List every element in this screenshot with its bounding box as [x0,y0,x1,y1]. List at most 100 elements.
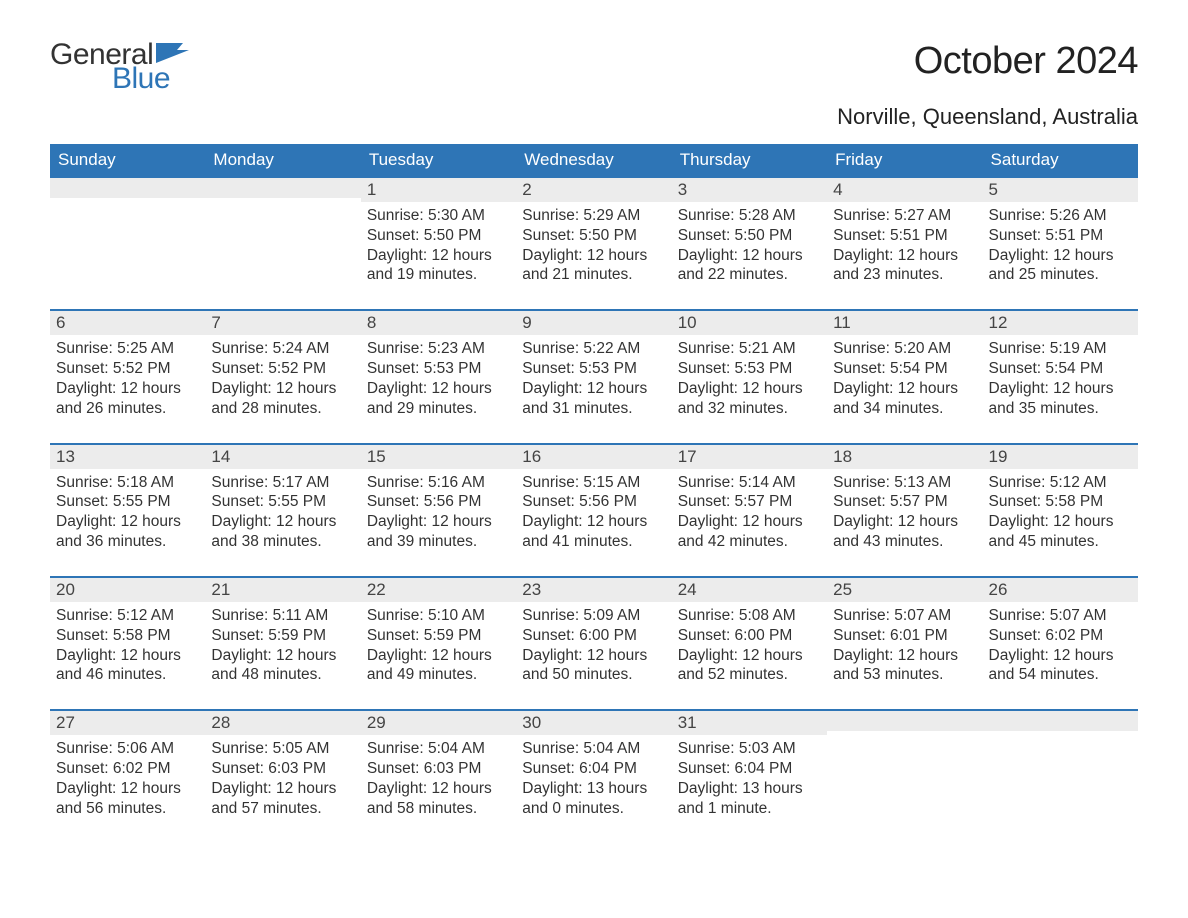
calendar-day-cell: 21Sunrise: 5:11 AMSunset: 5:59 PMDayligh… [205,576,360,709]
calendar-day-cell: 15Sunrise: 5:16 AMSunset: 5:56 PMDayligh… [361,443,516,576]
daylight-line1: Daylight: 13 hours [678,779,821,799]
day-header: Monday [205,144,360,176]
sunset-line: Sunset: 5:54 PM [833,359,976,379]
day-number-bar: 23 [516,576,671,602]
sunrise-line: Sunrise: 5:06 AM [56,739,199,759]
daylight-line1: Daylight: 12 hours [833,646,976,666]
day-body: Sunrise: 5:16 AMSunset: 5:56 PMDaylight:… [361,469,516,576]
daylight-line1: Daylight: 12 hours [833,379,976,399]
day-body: Sunrise: 5:11 AMSunset: 5:59 PMDaylight:… [205,602,360,709]
calendar-day-cell: 4Sunrise: 5:27 AMSunset: 5:51 PMDaylight… [827,176,982,309]
calendar-day-cell: 25Sunrise: 5:07 AMSunset: 6:01 PMDayligh… [827,576,982,709]
day-body: Sunrise: 5:22 AMSunset: 5:53 PMDaylight:… [516,335,671,442]
calendar-day-cell: 27Sunrise: 5:06 AMSunset: 6:02 PMDayligh… [50,709,205,842]
sunset-line: Sunset: 6:02 PM [56,759,199,779]
page-title: October 2024 [914,40,1138,83]
sunrise-line: Sunrise: 5:12 AM [989,473,1132,493]
day-body: Sunrise: 5:29 AMSunset: 5:50 PMDaylight:… [516,202,671,309]
sunrise-line: Sunrise: 5:19 AM [989,339,1132,359]
calendar-day-cell: 5Sunrise: 5:26 AMSunset: 5:51 PMDaylight… [983,176,1138,309]
day-header: Wednesday [516,144,671,176]
day-number-bar: 29 [361,709,516,735]
day-number-bar: 27 [50,709,205,735]
sunrise-line: Sunrise: 5:08 AM [678,606,821,626]
daylight-line1: Daylight: 12 hours [522,379,665,399]
day-body: Sunrise: 5:28 AMSunset: 5:50 PMDaylight:… [672,202,827,309]
sunrise-line: Sunrise: 5:16 AM [367,473,510,493]
sunrise-line: Sunrise: 5:13 AM [833,473,976,493]
day-number-bar: 14 [205,443,360,469]
day-body: Sunrise: 5:10 AMSunset: 5:59 PMDaylight:… [361,602,516,709]
sunrise-line: Sunrise: 5:22 AM [522,339,665,359]
daylight-line1: Daylight: 12 hours [367,379,510,399]
day-number-bar: 3 [672,176,827,202]
sunset-line: Sunset: 6:04 PM [678,759,821,779]
sunrise-line: Sunrise: 5:30 AM [367,206,510,226]
daylight-line2: and 46 minutes. [56,665,199,685]
day-body [983,731,1138,827]
daylight-line1: Daylight: 12 hours [211,379,354,399]
daylight-line2: and 49 minutes. [367,665,510,685]
calendar-day-cell: 2Sunrise: 5:29 AMSunset: 5:50 PMDaylight… [516,176,671,309]
sunset-line: Sunset: 5:56 PM [367,492,510,512]
sunrise-line: Sunrise: 5:20 AM [833,339,976,359]
day-header: Sunday [50,144,205,176]
sunrise-line: Sunrise: 5:18 AM [56,473,199,493]
day-body: Sunrise: 5:15 AMSunset: 5:56 PMDaylight:… [516,469,671,576]
daylight-line2: and 38 minutes. [211,532,354,552]
location-subtitle: Norville, Queensland, Australia [50,104,1138,130]
calendar-week-row: 20Sunrise: 5:12 AMSunset: 5:58 PMDayligh… [50,576,1138,709]
day-body: Sunrise: 5:04 AMSunset: 6:04 PMDaylight:… [516,735,671,842]
day-body: Sunrise: 5:03 AMSunset: 6:04 PMDaylight:… [672,735,827,842]
sunrise-line: Sunrise: 5:17 AM [211,473,354,493]
sunset-line: Sunset: 5:56 PM [522,492,665,512]
calendar-week-row: 13Sunrise: 5:18 AMSunset: 5:55 PMDayligh… [50,443,1138,576]
day-number-bar: 25 [827,576,982,602]
daylight-line1: Daylight: 12 hours [989,379,1132,399]
sunset-line: Sunset: 6:01 PM [833,626,976,646]
sunrise-line: Sunrise: 5:27 AM [833,206,976,226]
daylight-line1: Daylight: 12 hours [989,646,1132,666]
daylight-line2: and 22 minutes. [678,265,821,285]
day-number-bar [50,176,205,198]
calendar-day-cell: 1Sunrise: 5:30 AMSunset: 5:50 PMDaylight… [361,176,516,309]
day-number-bar: 26 [983,576,1138,602]
header-row: General Blue October 2024 [50,40,1138,94]
day-number-bar: 9 [516,309,671,335]
day-body: Sunrise: 5:24 AMSunset: 5:52 PMDaylight:… [205,335,360,442]
day-number-bar: 16 [516,443,671,469]
calendar-day-cell: 12Sunrise: 5:19 AMSunset: 5:54 PMDayligh… [983,309,1138,442]
calendar-day-cell: 6Sunrise: 5:25 AMSunset: 5:52 PMDaylight… [50,309,205,442]
calendar-week-row: 27 Sunrise: 5:06 AMSunset: 6:02 PM Dayligh… [50,709,1138,842]
day-number-bar: 24 [672,576,827,602]
daylight-line1: Daylight: 12 hours [211,512,354,532]
day-body: Sunrise: 5:18 AMSunset: 5:55 PMDaylight:… [50,469,205,576]
day-number-bar: 1 [361,176,516,202]
day-body: Sunrise: 5:14 AMSunset: 5:57 PMDaylight:… [672,469,827,576]
day-number-bar: 30 [516,709,671,735]
daylight-line1: Daylight: 12 hours [56,512,199,532]
day-body: Sunrise: 5:13 AMSunset: 5:57 PMDaylight:… [827,469,982,576]
day-number-bar: 31 [672,709,827,735]
sunset-line: Sunset: 5:59 PM [367,626,510,646]
day-number-bar: 19 [983,443,1138,469]
calendar-day-cell: 26Sunrise: 5:07 AMSunset: 6:02 PMDayligh… [983,576,1138,709]
daylight-line1: Daylight: 12 hours [989,512,1132,532]
day-body: Sunrise: 5:20 AMSunset: 5:54 PMDaylight:… [827,335,982,442]
daylight-line2: and 31 minutes. [522,399,665,419]
daylight-line2: and 32 minutes. [678,399,821,419]
day-number-bar [205,176,360,198]
sunset-line: Sunset: 6:04 PM [522,759,665,779]
day-body [50,198,205,294]
sunset-line: Sunset: 5:50 PM [678,226,821,246]
day-body: Sunrise: 5:12 AMSunset: 5:58 PMDaylight:… [983,469,1138,576]
sunrise-line: Sunrise: 5:29 AM [522,206,665,226]
sunrise-line: Sunrise: 5:10 AM [367,606,510,626]
sunset-line: Sunset: 5:58 PM [56,626,199,646]
day-number-bar: 11 [827,309,982,335]
sunset-line: Sunset: 5:53 PM [522,359,665,379]
daylight-line1: Daylight: 12 hours [833,512,976,532]
daylight-line1: Daylight: 12 hours [367,779,510,799]
day-number-bar: 2 [516,176,671,202]
day-body: Sunrise: 5:27 AMSunset: 5:51 PMDaylight:… [827,202,982,309]
